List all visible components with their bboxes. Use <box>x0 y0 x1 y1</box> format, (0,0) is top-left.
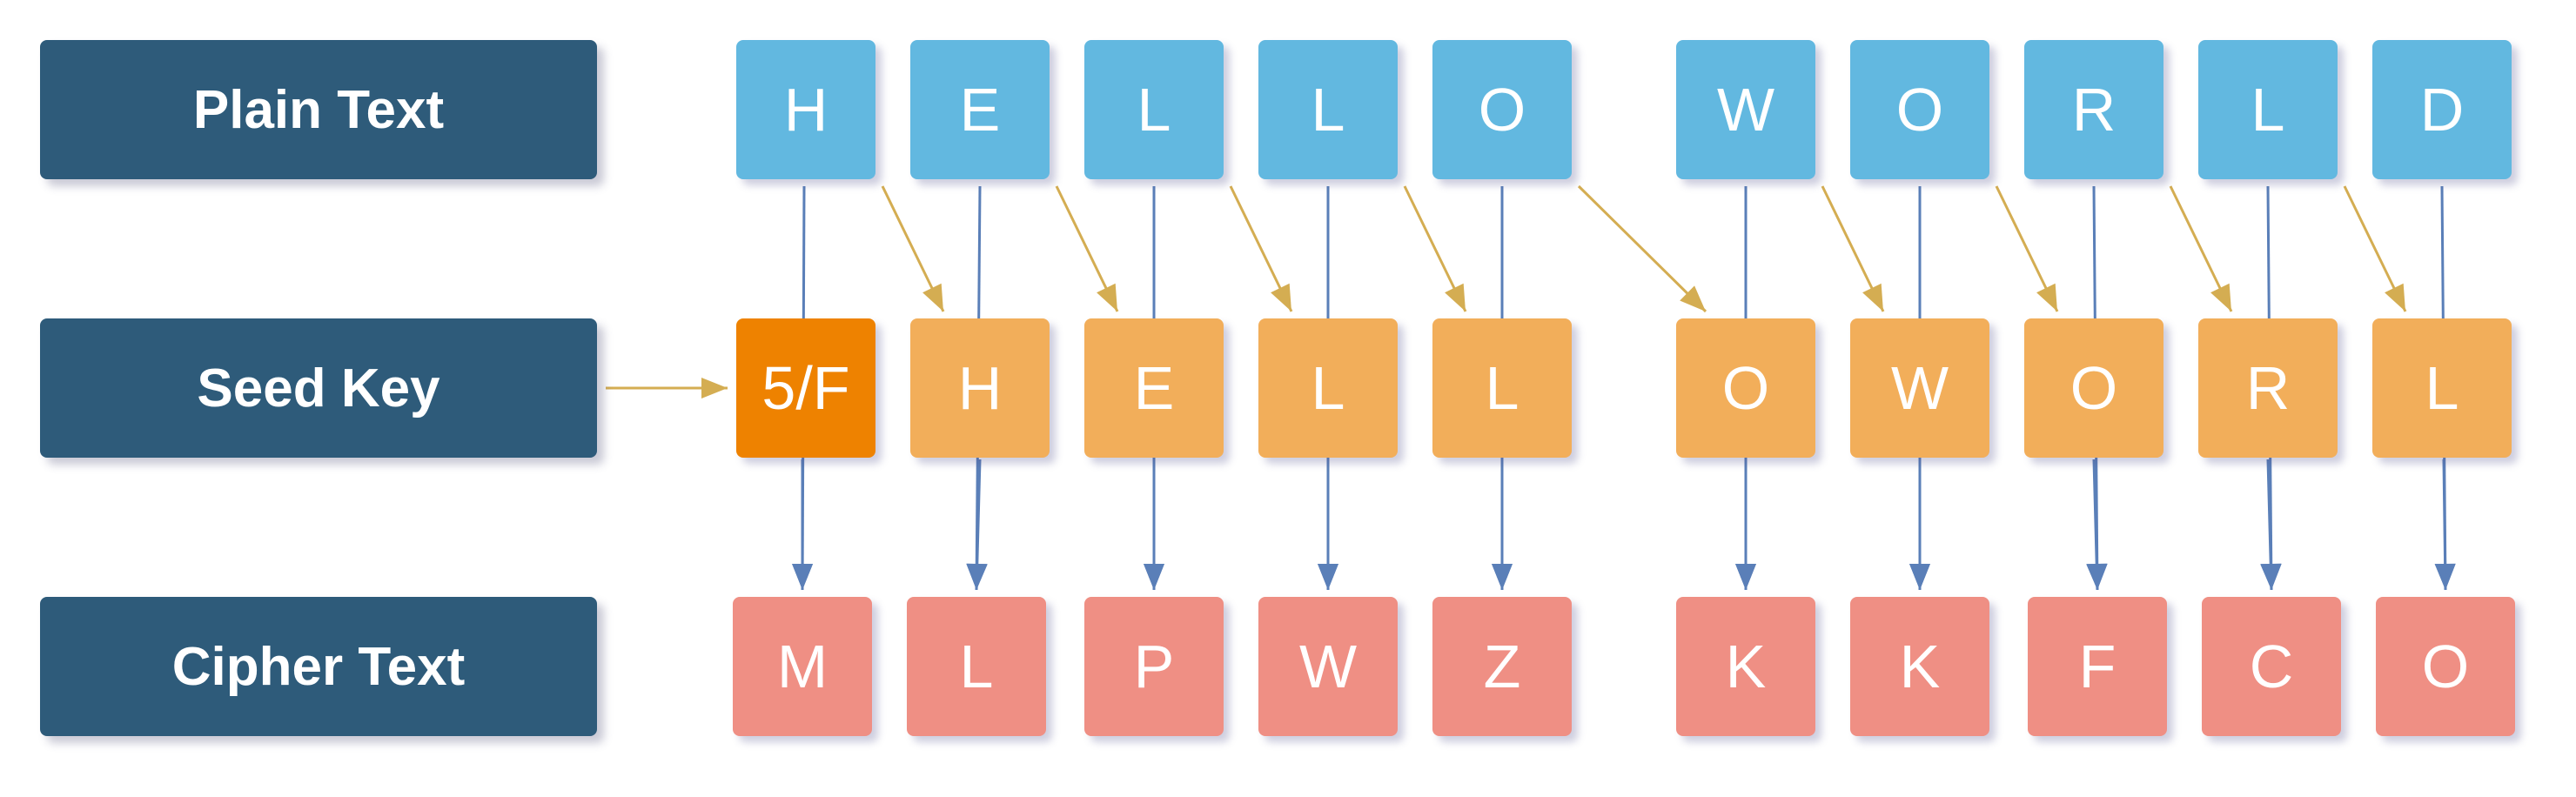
cipher-cell: O <box>2376 597 2515 736</box>
seed-cell: L <box>1432 318 1572 458</box>
cipher-cell: K <box>1850 597 1989 736</box>
seed-key-label: Seed Key <box>40 318 597 458</box>
plain-text-label: Plain Text <box>40 40 597 179</box>
plain-to-seed-arrow-head <box>1862 283 1883 311</box>
seed-cell: L <box>2372 318 2512 458</box>
seed-to-cipher-arrow-head <box>1144 564 1164 590</box>
seed-label-to-initial-key-arrow-head <box>701 378 728 398</box>
plain-cell: L <box>1258 40 1398 179</box>
plain-to-seed-arrow-head <box>2210 283 2231 311</box>
plain-to-seed-arrow-head <box>1097 283 1117 311</box>
plain-to-seed-arrow <box>1577 184 1707 313</box>
cipher-cell: C <box>2202 597 2341 736</box>
plain-to-seed-arrow-head <box>2036 283 2057 311</box>
plain-cell: R <box>2024 40 2163 179</box>
plain-cell: D <box>2372 40 2512 179</box>
plain-cell: H <box>736 40 875 179</box>
cipher-text-label: Cipher Text <box>40 597 597 736</box>
cipher-cell: W <box>1258 597 1398 736</box>
seed-to-cipher-arrow-head <box>2260 563 2282 590</box>
seed-to-cipher-arrow-head <box>1909 564 1930 590</box>
plain-cell: L <box>2198 40 2338 179</box>
cipher-cell: P <box>1084 597 1224 736</box>
seed-cell: R <box>2198 318 2338 458</box>
seed-to-cipher-arrow-head <box>1735 564 1756 590</box>
plain-cell: O <box>1432 40 1572 179</box>
seed-to-cipher-arrow-head <box>966 563 988 590</box>
seed-to-cipher-arrow-head <box>2434 563 2456 590</box>
seed-cell: O <box>2024 318 2163 458</box>
seed-cell: O <box>1676 318 1815 458</box>
cipher-cell: L <box>907 597 1046 736</box>
plain-cell: O <box>1850 40 1989 179</box>
seed-to-cipher-arrow-head <box>1318 564 1338 590</box>
plain-cell: L <box>1084 40 1224 179</box>
plain-cell: W <box>1676 40 1815 179</box>
seed-cell: L <box>1258 318 1398 458</box>
seed-cell: W <box>1850 318 1989 458</box>
seed-initial-key-cell: 5/F <box>736 318 875 458</box>
plain-cell: E <box>910 40 1050 179</box>
plain-to-seed-arrow-head <box>2385 283 2405 311</box>
plain-to-seed-arrow-head <box>922 283 943 311</box>
plain-to-seed-arrow-head <box>1445 283 1466 311</box>
plain-to-seed-arrow-head <box>1680 285 1706 311</box>
seed-to-cipher-arrow-head <box>2086 563 2108 590</box>
cipher-cell: F <box>2028 597 2167 736</box>
seed-to-cipher-arrow-head <box>792 564 813 590</box>
seed-to-cipher-arrow-head <box>1492 564 1513 590</box>
seed-cell: H <box>910 318 1050 458</box>
cipher-cell: M <box>733 597 872 736</box>
cipher-cell: Z <box>1432 597 1572 736</box>
seed-cell: E <box>1084 318 1224 458</box>
cipher-cell: K <box>1676 597 1815 736</box>
plain-to-seed-arrow-head <box>1271 283 1291 311</box>
